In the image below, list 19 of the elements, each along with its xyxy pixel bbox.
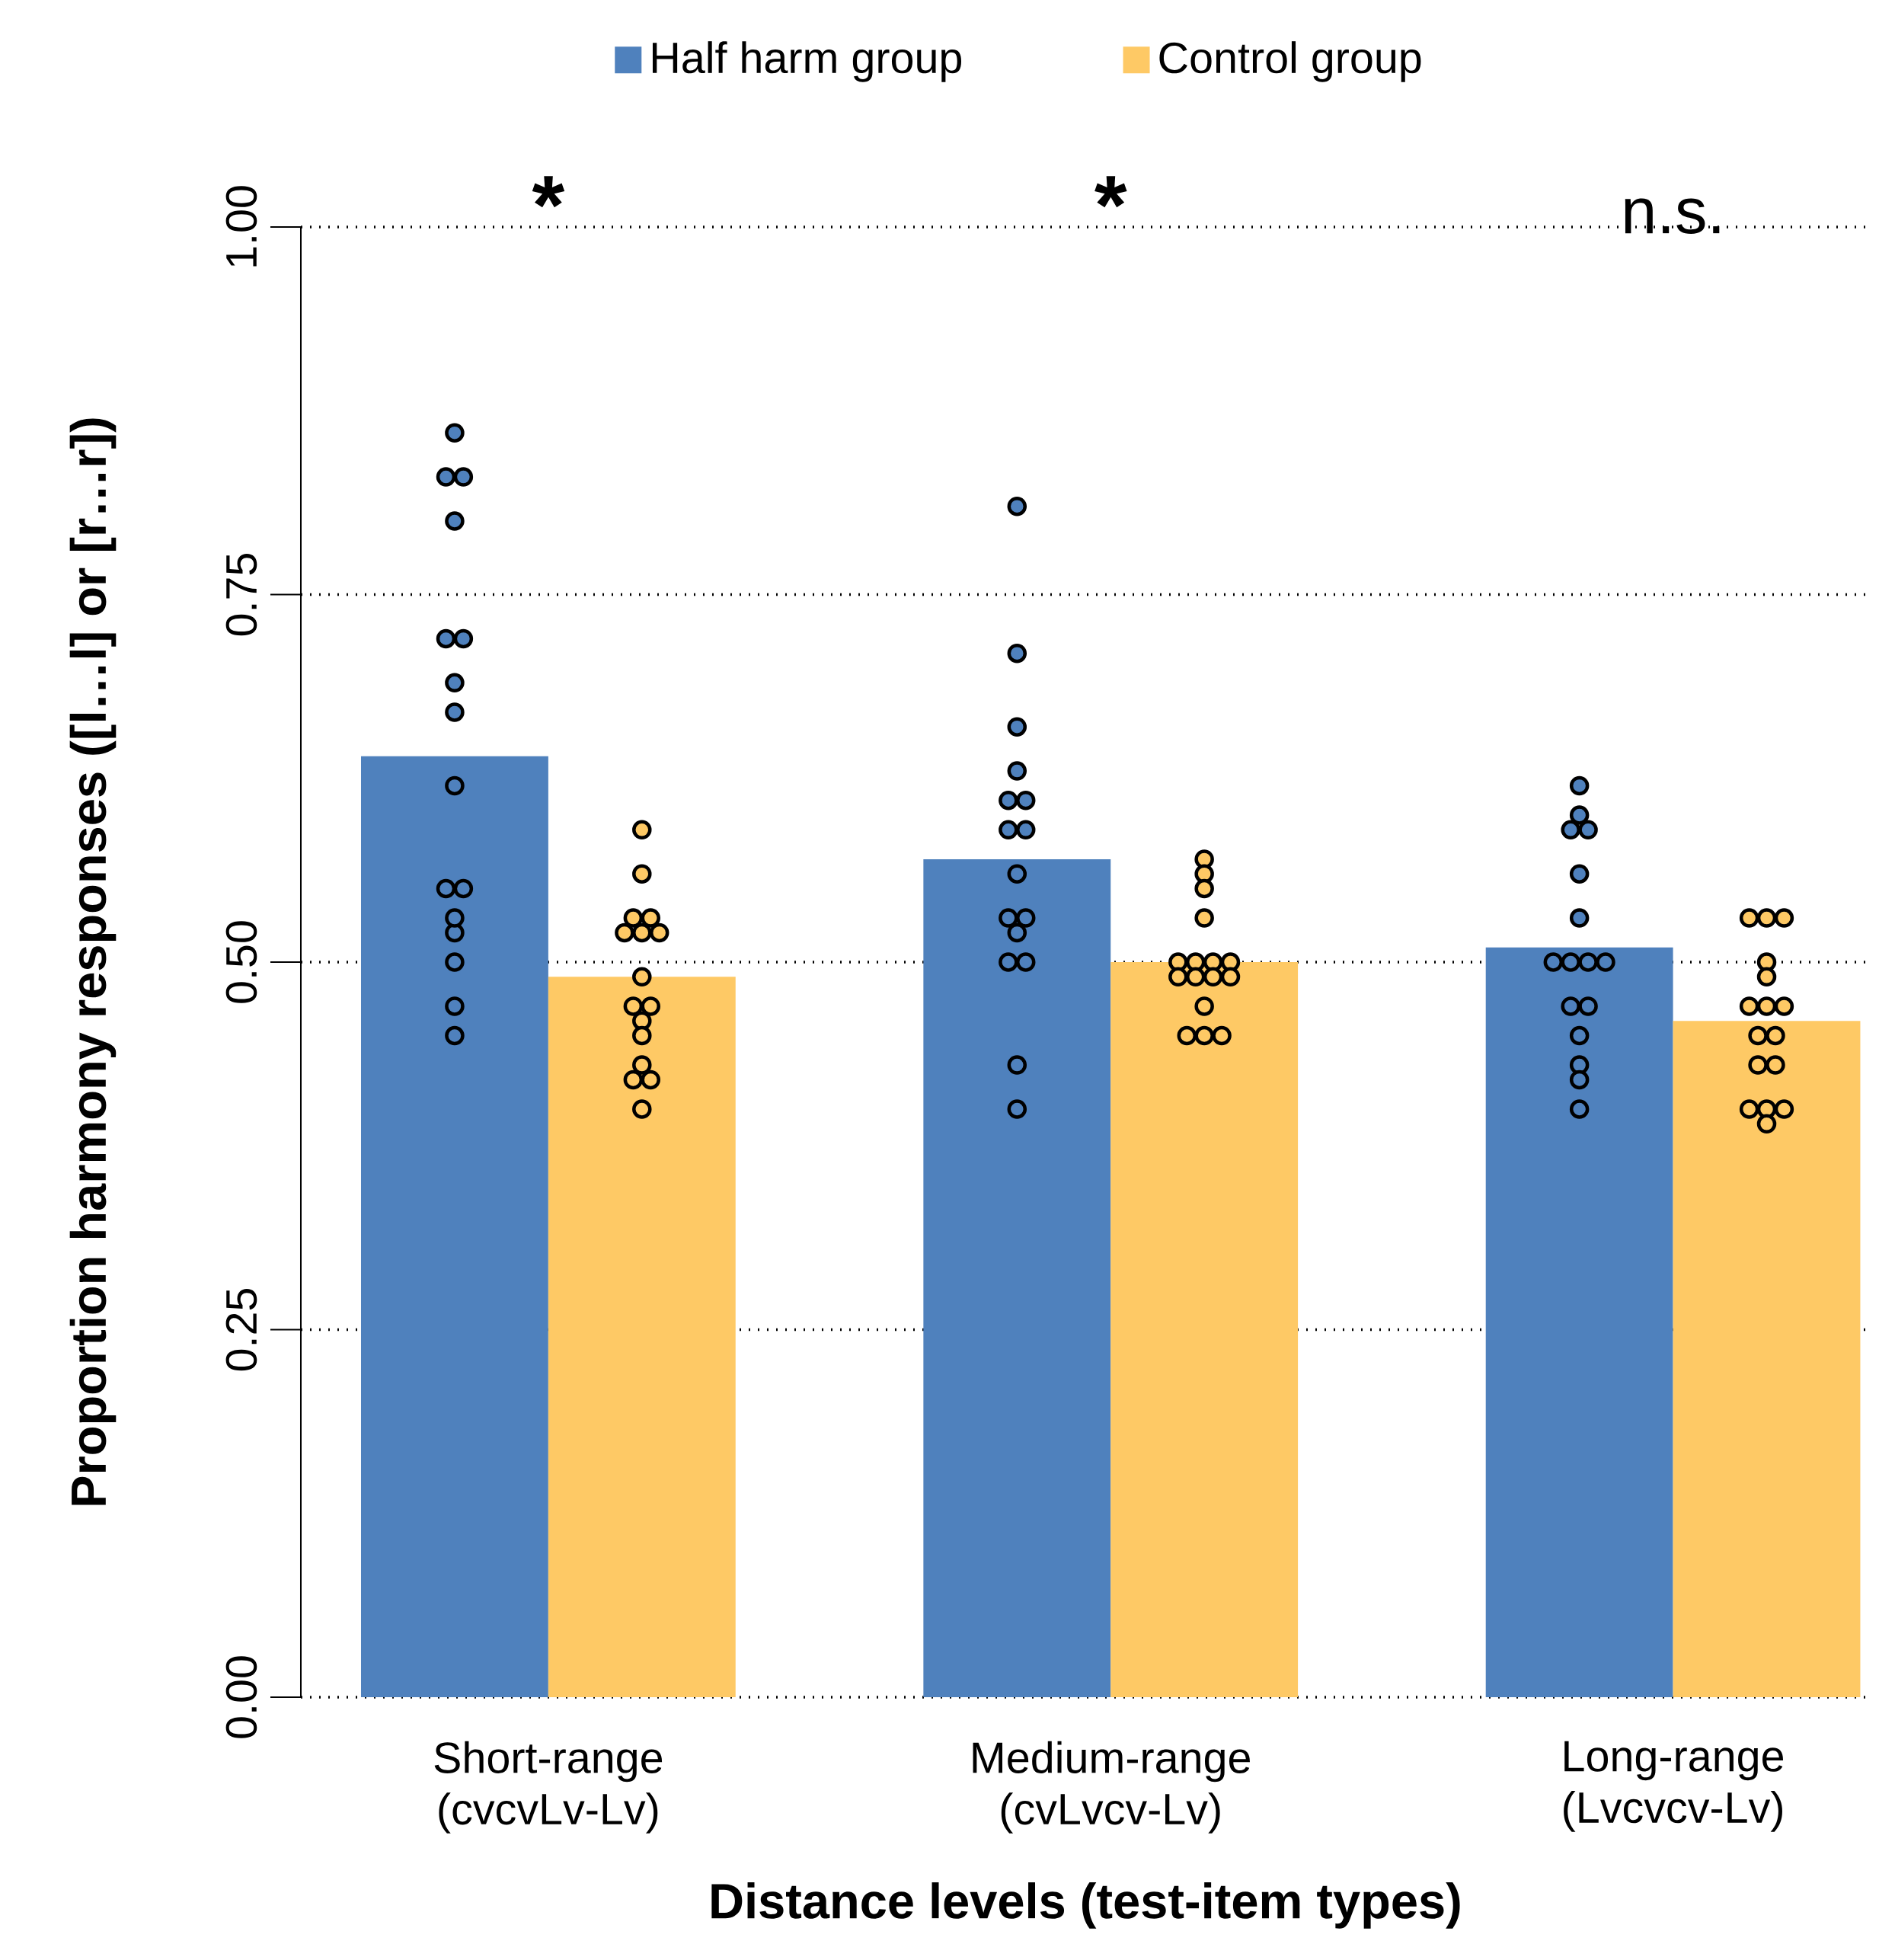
x-tick-label: Long-range (Lvcvcv-Lv) (1564, 1741, 1784, 1832)
annotation: n.s. (1625, 198, 1720, 235)
bar (360, 756, 548, 1697)
y-axis-title: Proportion harmony responses ([l…l] or [r…r]) (69, 418, 117, 1505)
x-tick-label: Medium-range (cvLvcv-Lv) (973, 1741, 1250, 1834)
legend-label: Half harm group (652, 41, 962, 82)
y-tick-label: 0.00 (225, 1656, 257, 1738)
text: * (532, 176, 565, 208)
text: * (1094, 176, 1127, 208)
legend-label: Control group (1159, 41, 1421, 82)
bar (1485, 947, 1673, 1697)
y-tick-label: 0.75 (225, 553, 257, 636)
bar (923, 858, 1111, 1697)
x-axis-title: Distance levels (test-item types) (711, 1882, 1460, 1929)
y-tick-label: 1.00 (225, 186, 257, 267)
x-tick-label: Short-range (cvcvLv-Lv) (434, 1741, 663, 1834)
y-tick-label: 0.25 (225, 1288, 257, 1371)
bar (1673, 1021, 1861, 1697)
y-tick-label: 0.50 (225, 921, 257, 1003)
